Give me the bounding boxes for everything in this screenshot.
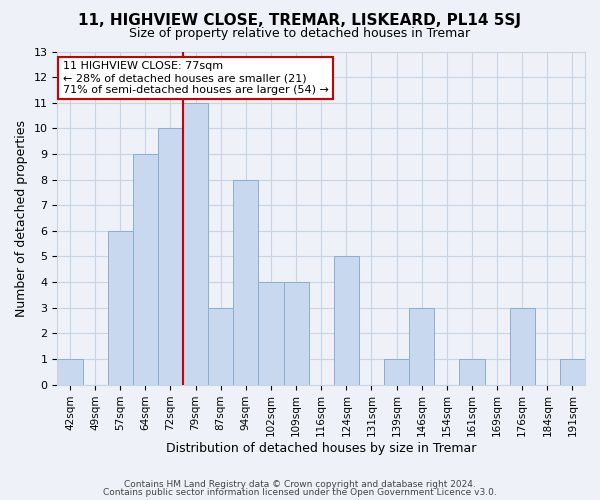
Text: Contains HM Land Registry data © Crown copyright and database right 2024.: Contains HM Land Registry data © Crown c… — [124, 480, 476, 489]
Bar — [409, 308, 434, 384]
Text: 11, HIGHVIEW CLOSE, TREMAR, LISKEARD, PL14 5SJ: 11, HIGHVIEW CLOSE, TREMAR, LISKEARD, PL… — [79, 12, 521, 28]
Bar — [334, 256, 359, 384]
Bar — [58, 359, 83, 384]
Bar — [133, 154, 158, 384]
Bar — [384, 359, 409, 384]
Bar — [233, 180, 259, 384]
Bar — [183, 102, 208, 384]
X-axis label: Distribution of detached houses by size in Tremar: Distribution of detached houses by size … — [166, 442, 476, 455]
Text: Contains public sector information licensed under the Open Government Licence v3: Contains public sector information licen… — [103, 488, 497, 497]
Text: 11 HIGHVIEW CLOSE: 77sqm
← 28% of detached houses are smaller (21)
71% of semi-d: 11 HIGHVIEW CLOSE: 77sqm ← 28% of detach… — [62, 62, 329, 94]
Y-axis label: Number of detached properties: Number of detached properties — [15, 120, 28, 316]
Bar — [284, 282, 308, 384]
Text: Size of property relative to detached houses in Tremar: Size of property relative to detached ho… — [130, 28, 470, 40]
Bar — [560, 359, 585, 384]
Bar — [509, 308, 535, 384]
Bar — [259, 282, 284, 384]
Bar — [208, 308, 233, 384]
Bar — [460, 359, 485, 384]
Bar — [107, 231, 133, 384]
Bar — [158, 128, 183, 384]
